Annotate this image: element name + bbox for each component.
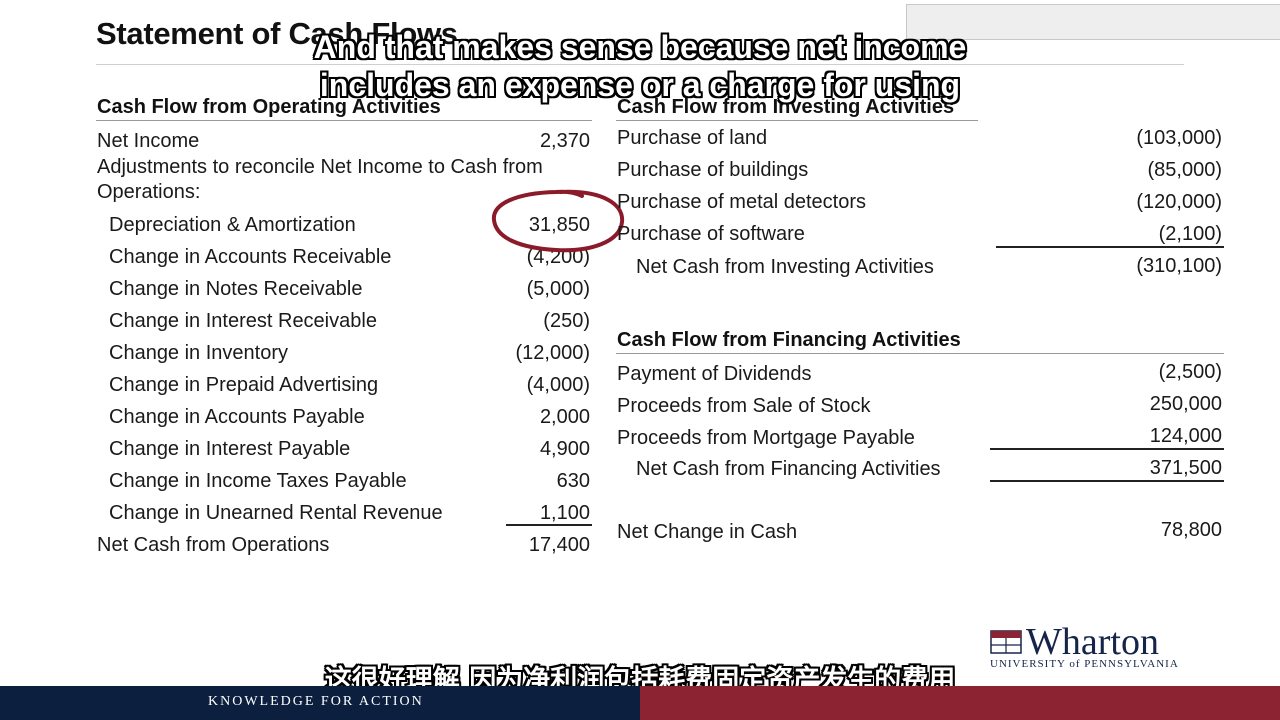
financing-sum-underline [990,448,1224,450]
footer-tagline: KNOWLEDGE FOR ACTION [208,694,424,709]
fin-item-label: Proceeds from Sale of Stock [617,395,871,417]
financing-total-underline [990,480,1224,482]
operating-total-value: 17,400 [528,534,590,556]
net-change-label: Net Change in Cash [617,521,798,543]
fin-item-value: 250,000 [1149,393,1222,415]
inv-item-label: Purchase of land [617,127,768,149]
op-item-label: Change in Accounts Receivable [109,246,392,268]
op-item-value: (250) [543,310,590,332]
investing-total-value: (310,100) [1136,255,1222,277]
op-item-value: 630 [556,470,590,492]
wharton-logo-subtitle: UNIVERSITY of PENNSYLVANIA [990,658,1179,670]
subtitle-line-2: includes an expense or a charge for usin… [319,67,961,103]
title-divider [96,64,1184,65]
page-title: Statement of Cash Flows [96,16,458,51]
inv-item-value: (103,000) [1136,127,1222,149]
financing-heading-rule [616,353,1224,354]
highlight-circle-icon [491,189,625,253]
op-item-value: (4,000) [526,374,590,396]
op-item-value: 2,000 [539,406,590,428]
wharton-shield-icon [990,630,1022,654]
adjustments-label-line1: Adjustments to reconcile Net Income to C… [97,156,543,178]
op-item-value: 1,100 [539,502,590,524]
inv-item-value: (85,000) [1147,159,1223,181]
fin-item-value: (2,500) [1158,361,1222,383]
investing-heading-rule [616,120,978,121]
inv-item-label: Purchase of buildings [617,159,809,181]
op-item-value: 4,900 [539,438,590,460]
investing-total-label: Net Cash from Investing Activities [636,256,934,278]
op-item-label: Change in Income Taxes Payable [109,470,407,492]
footer-navy-bar [0,686,640,720]
inv-item-value: (120,000) [1136,191,1222,213]
op-item-label: Change in Interest Receivable [109,310,377,332]
operating-total-label: Net Cash from Operations [97,534,330,556]
op-item-label: Depreciation & Amortization [109,214,356,236]
investing-sum-underline [996,246,1224,248]
inv-item-value: (2,100) [1158,223,1222,245]
op-item-label: Change in Interest Payable [109,438,351,460]
footer-maroon-bar [640,686,1280,720]
op-item-label: Change in Inventory [109,342,289,364]
op-item-label: Change in Prepaid Advertising [109,374,379,396]
financing-total-value: 371,500 [1149,457,1222,479]
op-item-value: 31,850 [528,214,590,236]
fin-item-label: Proceeds from Mortgage Payable [617,427,915,449]
net-change-value: 78,800 [1160,519,1222,541]
operating-heading: Cash Flow from Operating Activities [97,96,441,118]
financing-heading: Cash Flow from Financing Activities [617,329,961,351]
investing-heading: Cash Flow from Investing Activities [617,96,955,118]
op-item-label: Change in Accounts Payable [109,406,365,428]
wharton-logo-name: Wharton [1026,621,1159,663]
op-item-label: Change in Notes Receivable [109,278,363,300]
subtitle-line-1: And that makes sense because net income [313,29,967,65]
fin-item-label: Payment of Dividends [617,363,812,385]
inv-item-label: Purchase of metal detectors [617,191,867,213]
top-right-bar [906,4,1280,40]
financing-total-label: Net Cash from Financing Activities [636,458,941,480]
net-income-label: Net Income [97,130,200,152]
net-income-value: 2,370 [539,130,590,152]
operating-sum-underline [506,524,592,526]
op-item-label: Change in Unearned Rental Revenue [109,502,443,524]
op-item-value: (5,000) [526,278,590,300]
fin-item-value: 124,000 [1149,425,1222,447]
operating-heading-rule [96,120,592,121]
inv-item-label: Purchase of software [617,223,805,245]
op-item-value: (12,000) [515,342,591,364]
adjustments-label-line2: Operations: [97,181,201,203]
